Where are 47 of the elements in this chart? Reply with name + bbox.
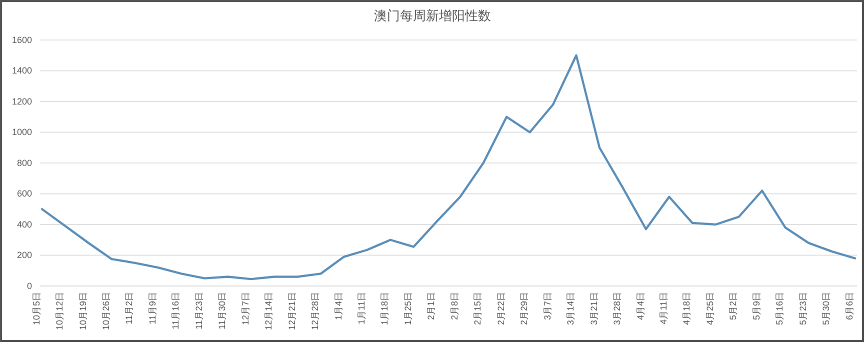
line-series [40,54,856,280]
x-tick-label: 12月21日 [286,292,297,330]
x-tick-label: 4月18日 [682,292,692,326]
x-tick-label: 5月2日 [728,292,738,320]
y-tick-label: 600 [16,188,32,199]
y-tick-label: 0 [26,280,32,291]
y-tick-label: 1400 [12,66,32,76]
x-tick-label: 5月30日 [821,292,832,326]
x-tick-label: 11月16日 [170,292,181,330]
x-tick-label: 11月2日 [124,292,134,324]
y-tick-label: 1000 [12,127,32,138]
x-tick-label: 12月28日 [310,292,320,330]
x-tick-label: 1月25日 [402,292,413,326]
y-tick-label: 1600 [12,34,32,45]
x-tick-label: 2月29日 [519,292,530,326]
x-tick-label: 11月30日 [217,292,228,330]
x-tick-label: 4月4日 [635,292,646,320]
x-tick-label: 5月16日 [774,292,785,326]
x-tick-label: 2月1日 [426,292,436,320]
x-tick-label: 4月25日 [704,292,715,326]
x-tick-label: 3月28日 [612,292,622,326]
y-tick-label: 200 [16,250,32,260]
y-tick-label: 400 [16,219,32,230]
x-tick-label: 3月21日 [588,292,599,326]
x-tick-label: 3月14日 [566,292,576,326]
x-tick-label: 1月4日 [333,292,344,320]
x-tick-label: 10月12日 [54,292,65,330]
chart-title: 澳门每周新增阳性数 [374,8,491,24]
x-tick-label: 5月23日 [798,292,808,326]
y-tick-label: 800 [16,158,32,168]
x-tick-label: 1月11日 [356,292,366,324]
x-tick-label: 11月23日 [194,292,204,330]
x-tick-label: 2月8日 [449,292,460,320]
x-tick-label: 10月26日 [100,292,111,330]
x-tick-label: 6月6日 [844,292,854,320]
x-tick-label: 11月9日 [147,292,158,324]
x-tick-label: 12月7日 [240,292,250,326]
x-tick-label: 2月22日 [496,292,506,326]
x-tick-label: 4月11日 [658,292,668,324]
x-tick-label: 10月5日 [31,292,42,326]
y-tick-label: 1200 [12,96,32,106]
x-tick-label: 10月19日 [78,292,88,330]
x-tick-label: 3月7日 [542,292,552,320]
x-tick-label: 1月18日 [380,292,390,326]
x-tick-label: 12月14日 [264,292,274,330]
x-tick-label: 2月15日 [472,292,483,326]
x-tick-label: 5月9日 [751,292,762,320]
